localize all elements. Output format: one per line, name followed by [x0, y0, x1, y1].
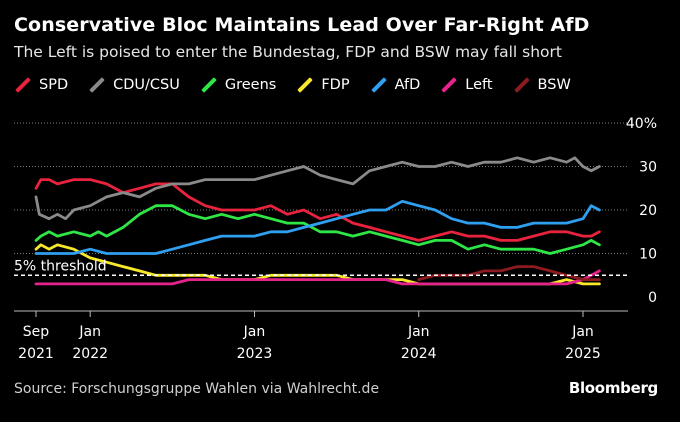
legend-label-bsw: BSW [537, 77, 571, 93]
series-line-afd [34, 199, 601, 255]
y-tick-label-40: 40% [626, 116, 657, 132]
legend-item-left: Left [440, 77, 493, 93]
legend-item-afd: AfD [370, 77, 421, 93]
x-tick-label-month-3: Jan [407, 324, 430, 340]
x-tick-label-month-2: Jan [243, 324, 266, 340]
y-tick-label-10: 10 [639, 247, 657, 263]
legend: SPD CDU/CSU Greens FDP AfD Left BSW [14, 77, 591, 93]
legend-item-cdu-csu: CDU/CSU [88, 77, 180, 93]
y-tick-label-0: 0 [648, 290, 657, 306]
legend-label-left: Left [465, 77, 493, 93]
x-tick-label-year-4: 2025 [565, 346, 601, 362]
series-line-left [34, 269, 601, 286]
x-tick-label-year-3: 2024 [401, 346, 437, 362]
series-line-bsw [417, 265, 601, 281]
legend-item-greens: Greens [200, 77, 276, 93]
x-tick-label-month-4: Jan [571, 324, 594, 340]
legend-label-cdu-csu: CDU/CSU [113, 77, 180, 93]
chart-title: Conservative Bloc Maintains Lead Over Fa… [14, 14, 590, 36]
legend-label-spd: SPD [39, 77, 69, 93]
legend-item-bsw: BSW [513, 77, 571, 93]
source-note: Source: Forschungsgruppe Wahlen via Wahl… [14, 381, 380, 397]
threshold-label: 5% threshold [14, 258, 107, 274]
x-tick-label-year-0: 2021 [18, 346, 54, 362]
legend-label-fdp: FDP [321, 77, 350, 93]
legend-item-spd: SPD [14, 77, 68, 93]
series-line-fdp [34, 243, 601, 286]
y-tick-label-20: 20 [639, 203, 657, 219]
x-tick-label-month-0: Sep [23, 324, 50, 340]
series-line-cdu-csu [34, 156, 601, 221]
legend-item-fdp: FDP [296, 77, 350, 93]
legend-label-afd: AfD [394, 77, 421, 93]
series-line-greens [34, 204, 601, 255]
series-line-spd [34, 178, 601, 242]
bloomberg-logo: Bloomberg [568, 379, 658, 397]
x-tick-label-year-2: 2023 [237, 346, 273, 362]
legend-label-greens: Greens [224, 77, 277, 93]
y-tick-label-30: 30 [639, 160, 657, 176]
x-tick-label-month-1: Jan [78, 324, 101, 340]
chart-subtitle: The Left is poised to enter the Bundesta… [14, 43, 562, 61]
x-tick-label-year-1: 2022 [72, 346, 108, 362]
